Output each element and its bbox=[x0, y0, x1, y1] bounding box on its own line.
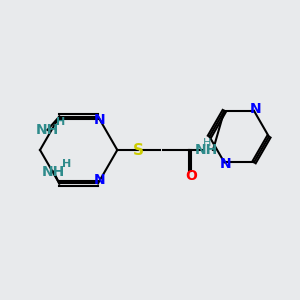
Text: S: S bbox=[133, 142, 144, 158]
Text: NH: NH bbox=[195, 143, 218, 157]
Text: NH: NH bbox=[36, 123, 59, 137]
Text: H: H bbox=[56, 118, 65, 128]
Text: N: N bbox=[94, 173, 105, 188]
Text: H: H bbox=[62, 159, 71, 169]
Text: NH: NH bbox=[42, 165, 65, 178]
Text: N: N bbox=[94, 112, 105, 127]
Text: N: N bbox=[220, 157, 232, 171]
Text: O: O bbox=[185, 169, 197, 183]
Text: N: N bbox=[250, 102, 261, 116]
Text: H: H bbox=[203, 138, 211, 148]
